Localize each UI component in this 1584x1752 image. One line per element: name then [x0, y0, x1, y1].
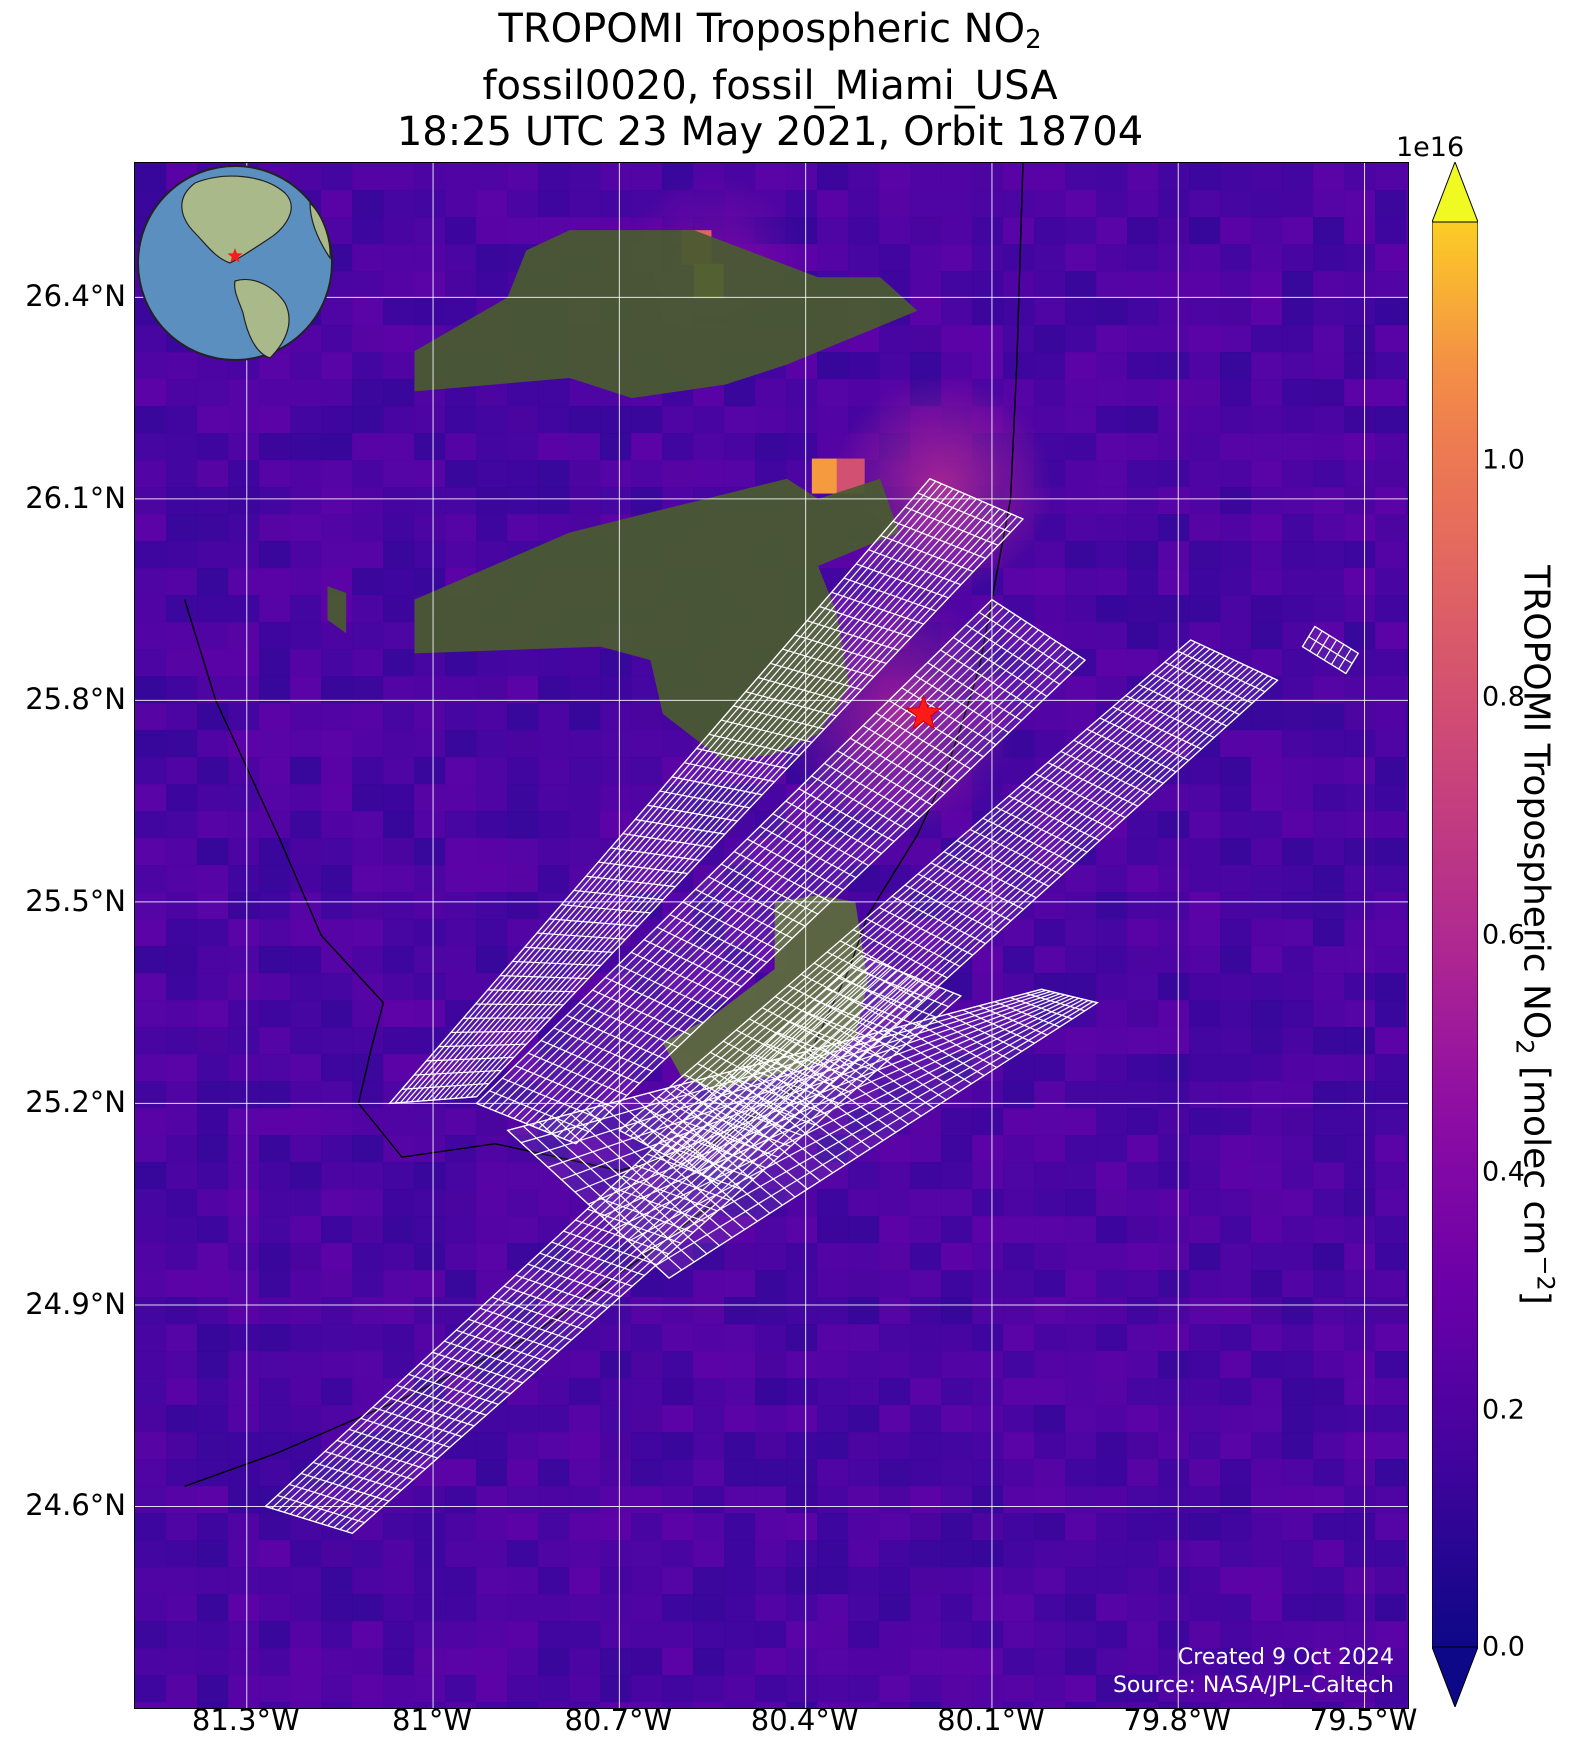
- source-credit: Source: NASA/JPL-Caltech: [1112, 1673, 1394, 1698]
- satellite-imagery: [327, 230, 918, 1090]
- latitude-tick-label: 25.5°N: [25, 883, 126, 918]
- sounding-grid: [388, 477, 1025, 1105]
- title-line-2: fossil0020, fossil_Miami_USA: [482, 63, 1058, 109]
- longitude-tick-label: 81.3°W: [191, 1703, 300, 1737]
- longitude-tick-label: 79.8°W: [1123, 1703, 1232, 1737]
- colorbar-tick-label: 1.0: [1482, 444, 1525, 475]
- title-line-3: 18:25 UTC 23 May 2021, Orbit 18704: [396, 109, 1144, 155]
- colorbar-extend-max: [1432, 162, 1478, 223]
- latitude-tick-label: 25.8°N: [25, 682, 126, 717]
- colorbar-gradient: [1432, 221, 1478, 1648]
- satellite-patch: [327, 586, 347, 634]
- satellite-patch: [414, 230, 918, 399]
- satellite-patch: [414, 478, 899, 761]
- longitude-tick-label: 80.4°W: [750, 1703, 859, 1737]
- latitude-tick-label: 24.6°N: [25, 1488, 126, 1523]
- colorbar-tick-label: 0.6: [1482, 919, 1525, 950]
- longitude-tick-label: 80.1°W: [937, 1703, 1045, 1737]
- colorbar-exponent: 1e16: [1396, 132, 1465, 163]
- sounding-grid-overlay: [264, 477, 1360, 1535]
- globe-target-marker: [227, 248, 243, 263]
- title-line-1: TROPOMI Tropospheric NO2: [498, 6, 1042, 55]
- latitude-tick-label: 26.4°N: [25, 279, 126, 314]
- colorbar: [1432, 162, 1478, 1707]
- longitude-tick-label: 79.5°W: [1309, 1703, 1418, 1737]
- inset-globe: [137, 165, 333, 361]
- satellite-patch: [662, 895, 868, 1090]
- sounding-grid: [1301, 625, 1360, 675]
- colorbar-tick-label: 0.0: [1482, 1631, 1525, 1663]
- longitude-tick-label: 80.7°W: [564, 1703, 673, 1737]
- longitude-tick-label: 81°W: [392, 1703, 473, 1737]
- sounding-grid: [506, 988, 1100, 1279]
- figure-title: TROPOMI Tropospheric NO2 fossil0020, fos…: [120, 6, 1420, 155]
- colorbar-tick-label: 0.4: [1482, 1156, 1525, 1188]
- graticule: [135, 163, 1408, 1708]
- latitude-tick-label: 24.9°N: [25, 1286, 126, 1321]
- colorbar-extend-min: [1432, 1646, 1478, 1707]
- globe-land: [309, 201, 331, 260]
- created-date: Created 9 Oct 2024: [1177, 1645, 1394, 1670]
- map-panel[interactable]: Created 9 Oct 2024 Source: NASA/JPL-Calt…: [134, 162, 1409, 1709]
- colorbar-tick-label: 0.2: [1482, 1394, 1525, 1425]
- globe-land: [181, 175, 292, 264]
- latitude-tick-label: 25.2°N: [25, 1085, 126, 1120]
- latitude-tick-label: 26.1°N: [25, 480, 126, 515]
- target-star-marker: [905, 694, 943, 730]
- sounding-grid: [264, 954, 963, 1535]
- globe-land: [234, 279, 290, 359]
- colorbar-label: TROPOMI Tropospheric NO2 [molec cm−2]: [1510, 565, 1560, 1305]
- credits: Created 9 Oct 2024 Source: NASA/JPL-Calt…: [1113, 1644, 1394, 1700]
- colorbar-tick-label: 0.8: [1482, 681, 1525, 713]
- map-canvas: [135, 163, 1408, 1708]
